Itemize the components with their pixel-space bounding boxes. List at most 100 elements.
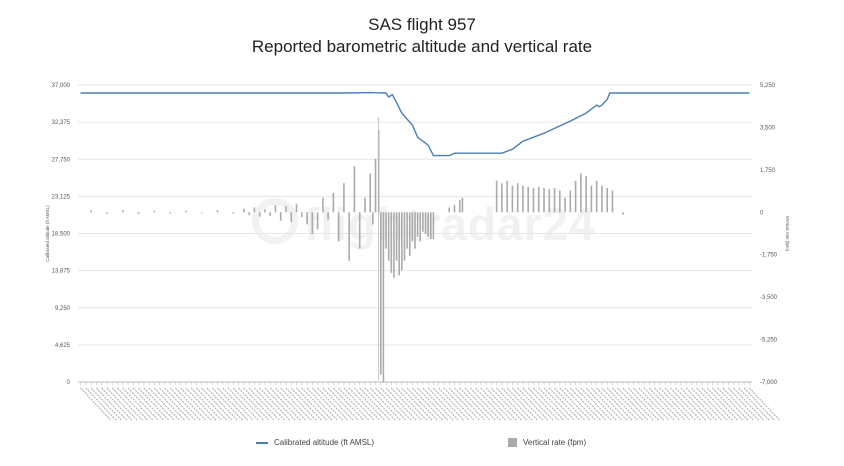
x-tick-label [580, 387, 612, 421]
x-tick-label [396, 387, 427, 421]
x-tick-label [717, 387, 749, 421]
x-tick-label [280, 387, 312, 421]
x-tick-label [727, 387, 759, 421]
right-tick-label: 5,250 [760, 83, 776, 89]
left-tick-label: 18,500 [52, 232, 71, 238]
x-tick-label [359, 387, 391, 421]
x-tick-label [622, 387, 654, 421]
x-tick-label [322, 387, 354, 421]
x-tick-label [138, 387, 169, 421]
vertical-rate-bar [419, 212, 422, 242]
x-tick-label [206, 387, 238, 421]
x-tick-label [459, 387, 491, 421]
vertical-rate-bar [393, 212, 395, 278]
x-tick-label [648, 387, 680, 421]
x-tick-label [748, 387, 780, 421]
x-tick-label [132, 387, 164, 421]
vertical-rate-bar [601, 185, 603, 213]
x-tick-label [522, 387, 554, 421]
vertical-rate-bar [611, 190, 614, 213]
x-tick-label [111, 387, 143, 421]
vertical-rate-bar [553, 188, 556, 213]
x-tick-label [438, 387, 470, 421]
x-tick-label [601, 387, 633, 421]
vertical-rate-bar [580, 173, 582, 213]
x-tick-label [232, 387, 264, 421]
x-tick-label [738, 387, 770, 421]
vertical-rate-bar [506, 180, 508, 213]
right-tick-label: -3,500 [760, 295, 778, 301]
x-tick-label [696, 387, 728, 421]
x-tick-label [117, 387, 148, 421]
vertical-rate-bar [232, 212, 235, 214]
x-tick-label [127, 387, 159, 421]
vertical-rate-bar [185, 210, 187, 213]
x-tick-label [617, 387, 649, 421]
vertical-rate-bar [200, 212, 203, 214]
x-tick-label [496, 387, 528, 421]
vertical-rate-bar [90, 210, 92, 213]
vertical-rate-bar [403, 212, 406, 261]
vertical-rate-bar [622, 212, 624, 215]
x-tick-label [348, 387, 380, 421]
x-tick-label [606, 387, 638, 421]
x-tick-label [443, 387, 475, 421]
x-tick-label [454, 387, 485, 421]
legend-item-vertical-rate: Vertical rate (fpm) [508, 438, 586, 447]
vertical-rate-bar [453, 205, 456, 213]
x-tick-label [196, 387, 227, 421]
chart-title-line1: SAS flight 957 [368, 15, 476, 34]
x-tick-label [222, 387, 254, 421]
vertical-rate-bar [385, 212, 387, 249]
vertical-rate-bar [343, 183, 345, 213]
x-tick-label [490, 387, 522, 421]
vertical-rate-bar [379, 212, 382, 375]
x-tick-label [664, 387, 696, 421]
vertical-rate-bar [532, 188, 535, 213]
legend-label-altitude: Calibrated altitude (ft AMSL) [274, 438, 375, 447]
x-tick-label [512, 387, 543, 421]
vertical-rate-bar [137, 212, 140, 214]
x-tick-label [190, 387, 222, 421]
x-tick-label [169, 387, 201, 421]
x-tick-label [564, 387, 596, 421]
x-tick-label [285, 387, 317, 421]
vertical-rate-bar [311, 212, 314, 235]
vertical-rate-bar [258, 212, 261, 217]
vertical-rate-bar [427, 212, 429, 237]
x-tick-label [259, 387, 291, 421]
x-tick-label [559, 387, 591, 421]
x-tick-label [390, 387, 422, 421]
x-tick-label [596, 387, 628, 421]
x-tick-label [590, 387, 622, 421]
x-tick-label [643, 387, 675, 421]
x-tick-label [85, 387, 117, 421]
vertical-rate-bar [153, 210, 156, 213]
vertical-rate-bar [372, 212, 374, 225]
vertical-rate-bar [353, 166, 356, 213]
x-tick-label [469, 387, 501, 421]
vertical-rate-bar [448, 207, 451, 213]
vertical-rate-bar [387, 212, 390, 261]
x-tick-label [485, 387, 517, 421]
x-tick-label [343, 387, 375, 421]
x-tick-label [411, 387, 443, 421]
x-tick-label [227, 387, 259, 421]
x-tick-label [659, 387, 691, 421]
x-tick-label [180, 387, 212, 421]
vertical-rate-bar [569, 190, 572, 213]
x-tick-label [201, 387, 233, 421]
x-tick-label [706, 387, 738, 421]
x-tick-label [217, 387, 248, 421]
x-tick-label [464, 387, 496, 421]
vertical-rate-bar [516, 183, 519, 213]
x-tick-label [143, 387, 175, 421]
x-tick-label [290, 387, 322, 421]
vertical-rate-bar [548, 189, 551, 213]
x-tick-label [743, 387, 775, 421]
x-tick-label [80, 387, 112, 421]
vertical-rate-bar [429, 212, 432, 239]
vertical-rate-bar [590, 185, 593, 213]
x-tick-label [248, 387, 280, 421]
legend: Calibrated altitude (ft AMSL) Vertical r… [0, 438, 844, 454]
